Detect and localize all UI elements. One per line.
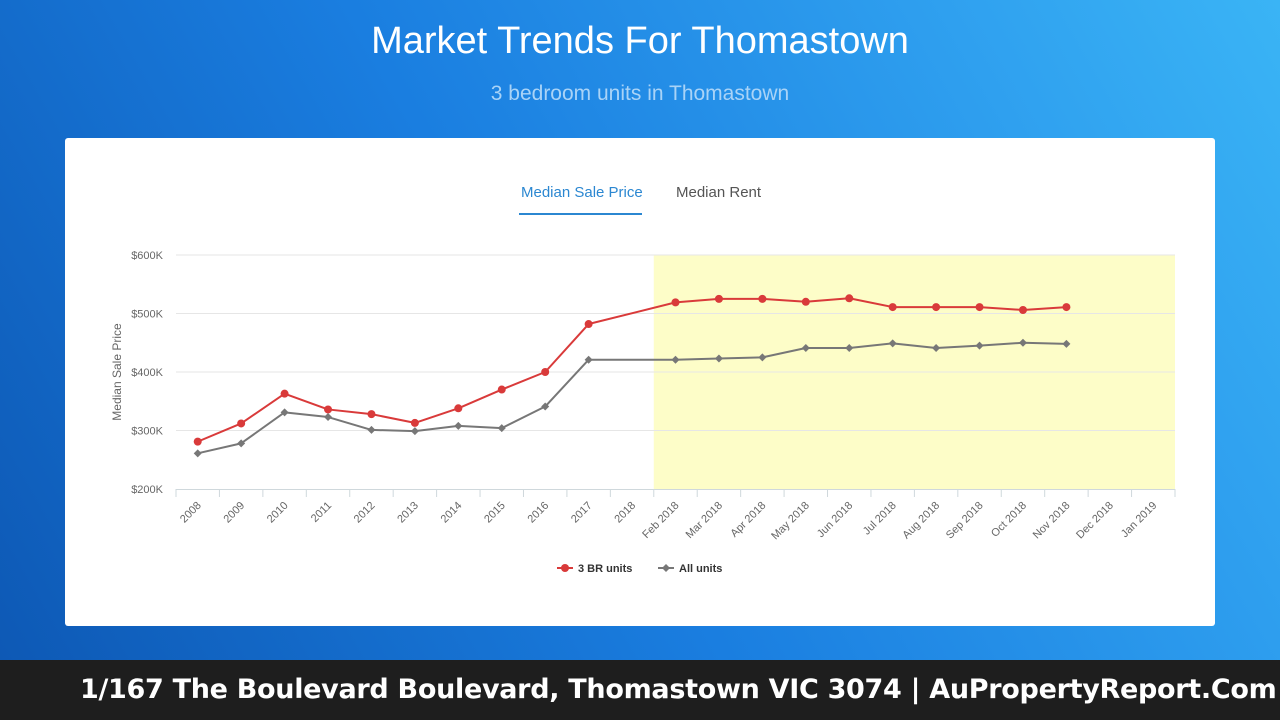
- data-point: [237, 419, 246, 428]
- x-tick-label: 2011: [309, 500, 334, 525]
- data-point: [367, 410, 376, 419]
- data-point: [193, 449, 202, 458]
- chart-card: Median Sale Price Median Rent $200K $300K…: [65, 138, 1215, 626]
- data-point: [932, 344, 941, 353]
- data-point: [888, 303, 897, 312]
- data-point: [367, 425, 376, 434]
- x-tick-label: Jun 2018: [815, 500, 855, 540]
- data-point: [584, 355, 593, 364]
- data-point: [324, 405, 333, 414]
- data-point: [193, 437, 202, 446]
- x-tick-label: Jul 2018: [861, 500, 899, 538]
- data-point: [845, 344, 854, 353]
- data-point: [541, 402, 550, 411]
- data-point: [541, 368, 550, 376]
- x-tick-label: Mar 2018: [684, 500, 725, 541]
- data-point: [497, 424, 506, 433]
- x-tick-label: 2014: [439, 500, 465, 526]
- x-tick-label: Sep 2018: [944, 500, 986, 542]
- tab-median-sale-price[interactable]: Median Sale Price: [521, 184, 643, 201]
- x-tick-label: Oct 2018: [989, 500, 1029, 540]
- legend-item[interactable]: All units: [658, 563, 722, 575]
- data-point: [497, 385, 506, 394]
- data-point: [671, 298, 680, 307]
- data-point: [714, 294, 723, 303]
- footer-bar: 1/167 The Boulevard Boulevard, Thomastow…: [0, 660, 1280, 720]
- data-point: [280, 389, 289, 398]
- data-point: [410, 427, 419, 436]
- y-tick-label: $200K: [131, 484, 163, 496]
- x-tick-label: 2008: [178, 500, 204, 526]
- data-point: [280, 408, 289, 417]
- data-point: [888, 339, 897, 348]
- legend-marker: [662, 564, 670, 572]
- data-point: [237, 439, 246, 448]
- tab-median-rent[interactable]: Median Rent: [676, 184, 762, 201]
- data-point: [932, 303, 941, 312]
- x-tick-label: May 2018: [769, 500, 812, 543]
- x-tick-label: 2012: [352, 500, 378, 526]
- legend-item[interactable]: 3 BR units: [557, 563, 632, 575]
- data-point: [584, 320, 593, 329]
- x-tick-label: 2017: [569, 500, 595, 526]
- x-tick-label: 2015: [482, 500, 508, 526]
- x-tick-label: Feb 2018: [640, 500, 681, 541]
- x-tick-label: 2018: [612, 500, 638, 526]
- data-point: [1062, 303, 1071, 312]
- x-tick-label: 2009: [221, 500, 247, 526]
- series-line-3br: [197, 297, 1067, 443]
- data-point: [671, 355, 680, 364]
- legend-marker: [561, 564, 569, 572]
- x-tick-label: 2013: [395, 500, 421, 526]
- data-point: [975, 303, 984, 312]
- legend-label: 3 BR units: [578, 563, 632, 575]
- data-point: [801, 344, 810, 353]
- data-point: [975, 341, 984, 350]
- legend-label: All units: [679, 563, 722, 575]
- x-tick-label: Nov 2018: [1031, 500, 1073, 542]
- y-tick-label: $500K: [131, 309, 163, 321]
- page-subtitle: 3 bedroom units in Thomastown: [490, 82, 790, 105]
- y-axis-title: Median Sale Price: [110, 323, 124, 421]
- x-tick-label: 2010: [265, 500, 291, 526]
- y-tick-label: $300K: [131, 426, 163, 438]
- data-point: [454, 404, 463, 413]
- data-point: [410, 418, 419, 427]
- data-point: [801, 297, 810, 306]
- data-point: [845, 294, 854, 303]
- data-point: [1062, 339, 1071, 348]
- data-point: [1018, 338, 1027, 347]
- footer-address: 1/167 The Boulevard Boulevard, Thomastow…: [80, 674, 1277, 705]
- line-chart: $200K $300K $400K $500K $600K 2008 2009 2010 201…: [110, 250, 1176, 575]
- data-point: [714, 354, 723, 363]
- active-tab-indicator: [519, 213, 642, 215]
- x-tick-label: Jan 2019: [1119, 500, 1159, 540]
- x-tick-label: Apr 2018: [728, 500, 768, 540]
- y-tick-label: $600K: [131, 250, 163, 262]
- y-tick-label: $400K: [131, 367, 163, 379]
- data-point: [1018, 305, 1027, 314]
- x-tick-label: Aug 2018: [900, 500, 942, 542]
- data-point: [758, 353, 767, 362]
- x-tick-label: Dec 2018: [1074, 500, 1116, 542]
- page-title: Market Trends For Thomastown: [371, 20, 909, 62]
- x-tick-label: 2016: [526, 500, 552, 526]
- data-point: [758, 294, 767, 303]
- series-line-all: [197, 341, 1067, 455]
- data-point: [454, 421, 463, 430]
- data-point: [324, 413, 333, 422]
